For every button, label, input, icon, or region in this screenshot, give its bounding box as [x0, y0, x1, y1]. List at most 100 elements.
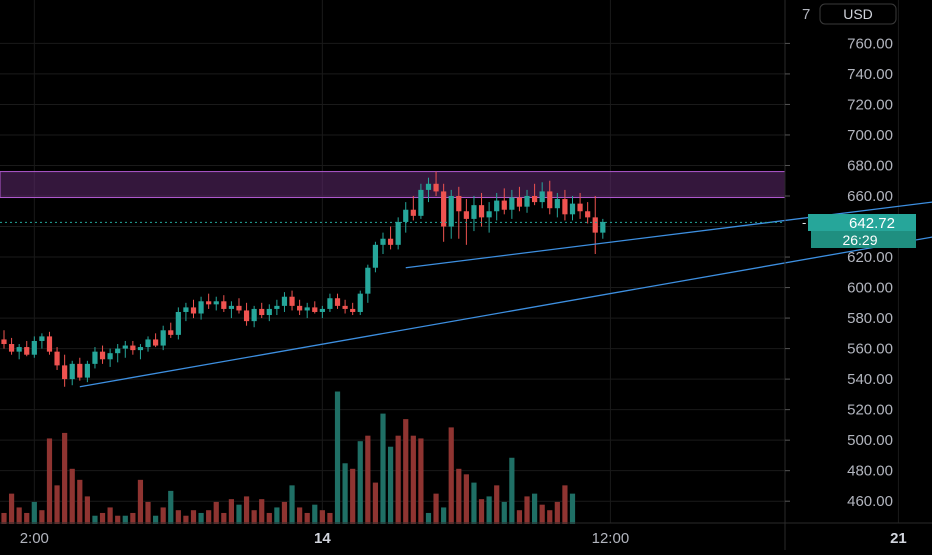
candle — [228, 301, 234, 319]
candle — [274, 299, 280, 316]
candle-body — [130, 345, 136, 351]
volume-bar — [24, 512, 30, 524]
volume-bar — [236, 504, 242, 524]
candle-body — [137, 347, 144, 351]
volume-bar — [478, 499, 485, 524]
candle-body — [228, 305, 234, 309]
candle — [456, 186, 462, 239]
candle — [175, 307, 181, 340]
volume-bar — [547, 510, 553, 524]
candle-body — [501, 200, 507, 210]
candle-body — [509, 197, 515, 210]
candle-body — [107, 353, 113, 360]
volume-bar — [168, 490, 174, 524]
volume-bar — [228, 499, 234, 524]
time-tick-label: 14 — [314, 530, 331, 547]
candle-body — [312, 307, 318, 312]
volume-bar — [350, 468, 356, 524]
volume-bar — [31, 501, 37, 524]
candle — [259, 302, 265, 319]
candle-body — [425, 183, 432, 190]
candle — [478, 192, 485, 227]
candle — [372, 241, 379, 273]
time-tick-label: 12:00 — [592, 530, 630, 547]
candle — [62, 354, 68, 387]
candle-body — [494, 200, 500, 212]
candle — [418, 183, 424, 219]
volume-bar — [39, 510, 45, 524]
volume-bar — [441, 507, 447, 524]
volume-bar — [297, 507, 303, 524]
candle — [99, 345, 106, 364]
candle — [501, 188, 507, 215]
volume-bar — [289, 485, 295, 524]
volume-bar — [8, 493, 15, 524]
candle-body — [569, 203, 576, 215]
trendline[interactable] — [405, 188, 932, 269]
volume-bar — [46, 438, 53, 524]
volume-bar — [266, 512, 272, 524]
volume-bar — [175, 510, 181, 524]
price-tick-label: 700.00 — [847, 127, 893, 144]
resistance-zone[interactable] — [0, 171, 786, 199]
volume-bar — [92, 515, 98, 524]
candle-body — [281, 296, 288, 306]
candle — [168, 322, 174, 338]
candle-body — [62, 365, 68, 380]
volume-bar — [198, 512, 204, 524]
candle — [334, 293, 341, 309]
price-badge-value: 642.72 — [849, 215, 895, 232]
candle-body — [297, 305, 303, 311]
volume-bar — [312, 504, 318, 524]
candle-body — [259, 308, 265, 316]
candle-body — [350, 308, 356, 312]
candle-body — [600, 221, 606, 233]
volume-bar — [327, 512, 333, 524]
volume-bar — [183, 515, 189, 524]
price-tick-label: 560.00 — [847, 341, 893, 358]
volume-bar — [16, 507, 22, 524]
candle-body — [380, 238, 386, 245]
candle — [206, 293, 212, 309]
candle — [16, 344, 22, 360]
volume-bar — [365, 435, 371, 524]
candle — [319, 305, 325, 319]
currency-button[interactable]: USD — [819, 3, 897, 25]
price-tick-label: 480.00 — [847, 463, 893, 480]
candle — [213, 296, 219, 311]
currency-button-frame[interactable] — [819, 3, 897, 25]
volume-bar — [153, 515, 159, 524]
candle-body — [198, 301, 204, 314]
price-axis[interactable]: 460.00 480.00 500.00 520.00 540.00 560.00 580.… — [785, 35, 893, 510]
candle-body — [145, 339, 151, 348]
candle — [312, 301, 318, 314]
volume-bar — [99, 512, 106, 524]
candle — [221, 295, 227, 312]
candle-body — [39, 336, 45, 341]
trendline[interactable] — [79, 210, 932, 388]
volume-bar — [509, 457, 515, 524]
currency-label[interactable]: USD — [843, 6, 873, 22]
candle — [516, 186, 523, 212]
volume-bar — [539, 504, 545, 524]
candle-body — [395, 221, 401, 245]
candle-body — [471, 205, 477, 219]
volume-bar — [77, 479, 83, 524]
volume-bar — [463, 474, 469, 524]
candle-body — [289, 296, 295, 306]
trendlines[interactable] — [79, 188, 932, 388]
candle — [569, 196, 576, 221]
price-tick-label: 660.00 — [847, 188, 893, 205]
candle — [297, 299, 303, 316]
candle-body — [463, 211, 469, 219]
candle-body — [585, 211, 591, 218]
volume-bar — [342, 463, 348, 524]
price-tick-label: 580.00 — [847, 310, 893, 327]
candle-body — [448, 196, 454, 227]
price-tick-label: 600.00 — [847, 280, 893, 297]
candle-body — [357, 293, 363, 312]
candle — [395, 217, 401, 250]
